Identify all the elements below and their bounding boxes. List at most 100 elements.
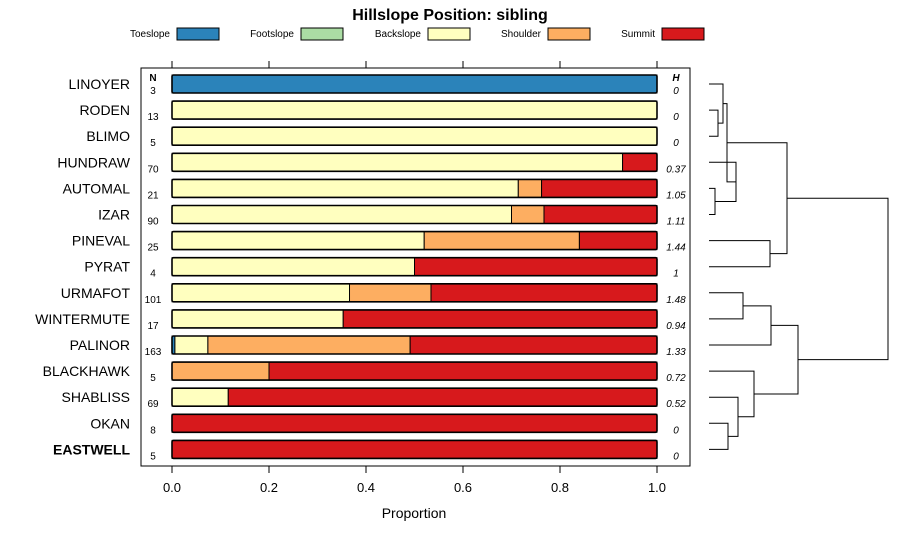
bar-segment-summit [342,309,658,329]
bar-segment-summit [409,335,658,355]
bar-outline [171,152,658,173]
bar-segment-toeslope [171,74,658,94]
bar-outline [171,204,658,225]
dendrogram-branch [709,422,729,450]
bar-outline [171,309,658,329]
x-tick-label: 0.4 [357,480,375,495]
category-label: PALINOR [70,337,130,353]
bar-segment-backslope [171,152,624,172]
dendrogram-branch [787,197,889,361]
n-value: 13 [147,112,159,123]
bar-row-blackhawk: BLACKHAWK 5 0.72 [43,361,686,384]
dendrogram-branch [709,396,739,437]
bar-segment-backslope [171,126,658,146]
bar-row-automal: AUTOMAL 21 1.05 [63,178,686,201]
bar-row-urmafot: URMAFOT 101 1.48 [61,282,686,306]
legend-swatch-backslope [427,27,471,41]
category-label: OKAN [90,415,130,431]
bar-segment-backslope [171,231,425,251]
legend-label-summit: Summit [621,29,655,40]
h-value: 0.94 [666,321,686,332]
x-axis-label: Proportion [382,505,447,521]
bar-segment-backslope [174,335,209,355]
bar-row-shabliss: SHABLISS 69 0.52 [62,387,686,410]
n-value: 25 [147,243,159,254]
bar-outline [171,387,658,408]
bar-segment-shoulder [207,335,411,355]
bar-outline [171,256,658,277]
h-column-header: H [672,73,680,84]
bar-row-hundraw: HUNDRAW 70 0.37 [57,152,686,175]
bar-segment-backslope [171,178,519,198]
x-tick-label: 0.8 [551,480,569,495]
bar-outline [171,361,658,381]
bar-segment-summit [227,387,658,407]
bar-row-palinor: PALINOR 163 1.33 [70,335,686,358]
legend-swatch-summit [661,27,705,41]
bar-segment-backslope [171,387,229,407]
bar-segment-backslope [171,257,415,277]
dendrogram-branch [709,83,724,124]
bar-outline [171,178,658,199]
bar-row-roden: RODEN 13 0 [79,100,679,123]
category-label: RODEN [79,102,130,118]
category-label: PYRAT [84,259,130,275]
category-label: HUNDRAW [57,154,130,170]
bar-row-linoyer: LINOYER 3 0 [69,74,679,97]
h-value: 1.44 [666,243,686,254]
dendrogram [709,83,889,450]
legend-swatch-shoulder [547,27,591,41]
h-value: 0 [673,425,679,436]
bar-row-wintermute: WINTERMUTE 17 0.94 [35,309,686,332]
bar-outline [171,282,658,303]
chart-title: Hillslope Position: sibling [352,7,548,24]
category-label: LINOYER [69,76,130,92]
category-label: WINTERMUTE [35,311,130,327]
h-value: 0 [673,451,679,462]
h-value: 1.11 [667,217,686,228]
bar-row-izar: IZAR 90 1.11 [98,204,686,228]
bar-outline [171,74,658,94]
bar-segment-summit [414,257,658,277]
n-value: 17 [147,321,159,332]
bar-outline [171,126,658,146]
dendrogram-branch [709,240,771,268]
category-label: URMAFOT [61,285,131,301]
bar-segment-shoulder [349,283,432,303]
h-value: 0 [673,138,679,149]
dendrogram-branch [709,370,755,418]
bar-outline [171,439,658,460]
bar-segment-summit [578,231,658,251]
bar-row-pineval: PINEVAL 25 1.44 [72,230,686,254]
n-value: 5 [150,138,156,149]
n-value: 21 [147,190,159,201]
category-label: EASTWELL [53,441,130,457]
n-value: 90 [147,217,159,228]
n-value: 69 [147,399,159,410]
h-value: 0.72 [666,373,686,384]
bar-segment-summit [543,205,658,224]
category-label: PINEVAL [72,233,130,249]
bar-outline [171,230,658,251]
h-value: 1 [673,269,679,280]
legend-swatch-footslope [300,27,344,41]
category-label: BLACKHAWK [43,363,131,379]
bar-segment-backslope [171,283,351,303]
legend-label-footslope: Footslope [250,29,294,40]
n-value: 70 [147,164,159,175]
bar-row-blimo: BLIMO 5 0 [86,126,679,149]
n-column-header: N [149,73,156,84]
x-tick-label: 0.6 [454,480,472,495]
category-label: SHABLISS [62,389,130,405]
n-value: 163 [145,347,162,358]
bar-segment-shoulder [171,361,270,381]
bar-segment-shoulder [511,205,545,224]
dendrogram-branch [709,187,716,215]
bar-segment-summit [622,152,658,172]
bar-segment-summit [171,413,658,433]
bar-segment-summit [430,283,658,303]
dendrogram-branch [709,292,744,320]
bar-segment-backslope [171,100,658,120]
category-label: AUTOMAL [63,180,131,196]
